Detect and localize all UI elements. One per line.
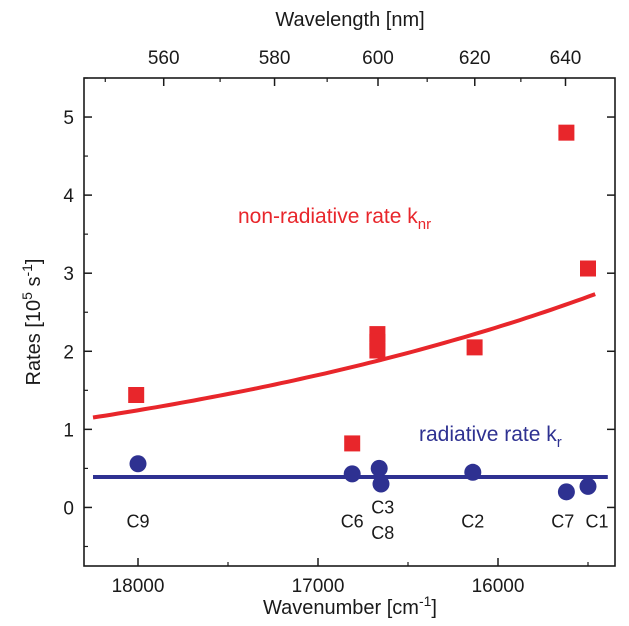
top-axis-title: Wavelength [nm] (275, 9, 424, 31)
compound-label: C6 (341, 511, 364, 531)
top-tick-label: 600 (362, 48, 394, 69)
kr-point (557, 483, 575, 501)
x-axis-title-end: ] (431, 597, 437, 619)
top-tick-label: 580 (259, 48, 291, 69)
kr-point (129, 455, 147, 473)
kr-label-main: radiative rate k (419, 423, 557, 446)
knr-series-label: non-radiative rate knr (238, 205, 431, 233)
y-axis-title-sup1: 5 (19, 292, 35, 300)
knr-point (128, 387, 145, 404)
kr-series-label: radiative rate kr (419, 423, 562, 451)
knr-point (580, 260, 596, 277)
kr-point (370, 459, 388, 477)
left-tick-label: 5 (63, 108, 74, 129)
compound-labels: C9 C6 C3 C8 C2 C7 C1 (126, 497, 608, 543)
bottom-tick-label: 18000 (112, 576, 165, 597)
top-tick-label: 560 (148, 48, 180, 69)
y-axis-title-main: Rates [10 (23, 300, 45, 386)
bottom-axis-ticks: 18000 17000 16000 (112, 558, 589, 597)
x-axis-title: Wavenumber [cm-1] (263, 593, 437, 619)
knr-label-main: non-radiative rate k (238, 205, 418, 228)
left-tick-label: 3 (63, 264, 74, 285)
knr-label-sub: nr (418, 216, 431, 233)
plot-frame (83, 77, 616, 567)
top-tick-label: 640 (550, 48, 582, 69)
y-axis-title-sup2: -1 (19, 264, 35, 277)
x-axis-title-main: Wavenumber [cm (263, 597, 419, 619)
top-axis-ticks: 560 580 600 620 640 (104, 48, 582, 86)
compound-label: C9 (126, 511, 149, 531)
compound-label: C1 (585, 511, 608, 531)
left-tick-label: 0 (63, 498, 74, 519)
x-axis-title-sup: -1 (419, 593, 432, 609)
left-tick-label: 1 (63, 420, 74, 441)
compound-label: C7 (551, 511, 574, 531)
kr-point (464, 463, 482, 481)
compound-label: C3 (371, 497, 394, 517)
left-axis-ticks: 0 1 2 3 4 5 (63, 77, 615, 548)
knr-point (466, 339, 483, 356)
knr-point (558, 124, 575, 141)
knr-point (344, 435, 361, 452)
data-markers (128, 124, 597, 501)
top-tick-label: 620 (459, 48, 491, 69)
left-tick-label: 2 (63, 342, 74, 363)
bottom-tick-label: 16000 (472, 576, 525, 597)
bottom-tick-label: 17000 (292, 576, 345, 597)
knr-point (369, 342, 386, 359)
y-axis-title: Rates [105 s-1] (19, 259, 45, 386)
kr-point (372, 475, 390, 493)
knr-fit-curve (92, 292, 596, 420)
y-axis-title-end: ] (23, 259, 45, 265)
compound-label: C2 (461, 511, 484, 531)
kr-label-sub: r (557, 434, 562, 451)
compound-label: C8 (371, 523, 394, 543)
kr-point (343, 465, 361, 483)
left-tick-label: 4 (63, 186, 74, 207)
y-axis-title-mid: s (23, 277, 45, 293)
kr-point (579, 477, 597, 495)
